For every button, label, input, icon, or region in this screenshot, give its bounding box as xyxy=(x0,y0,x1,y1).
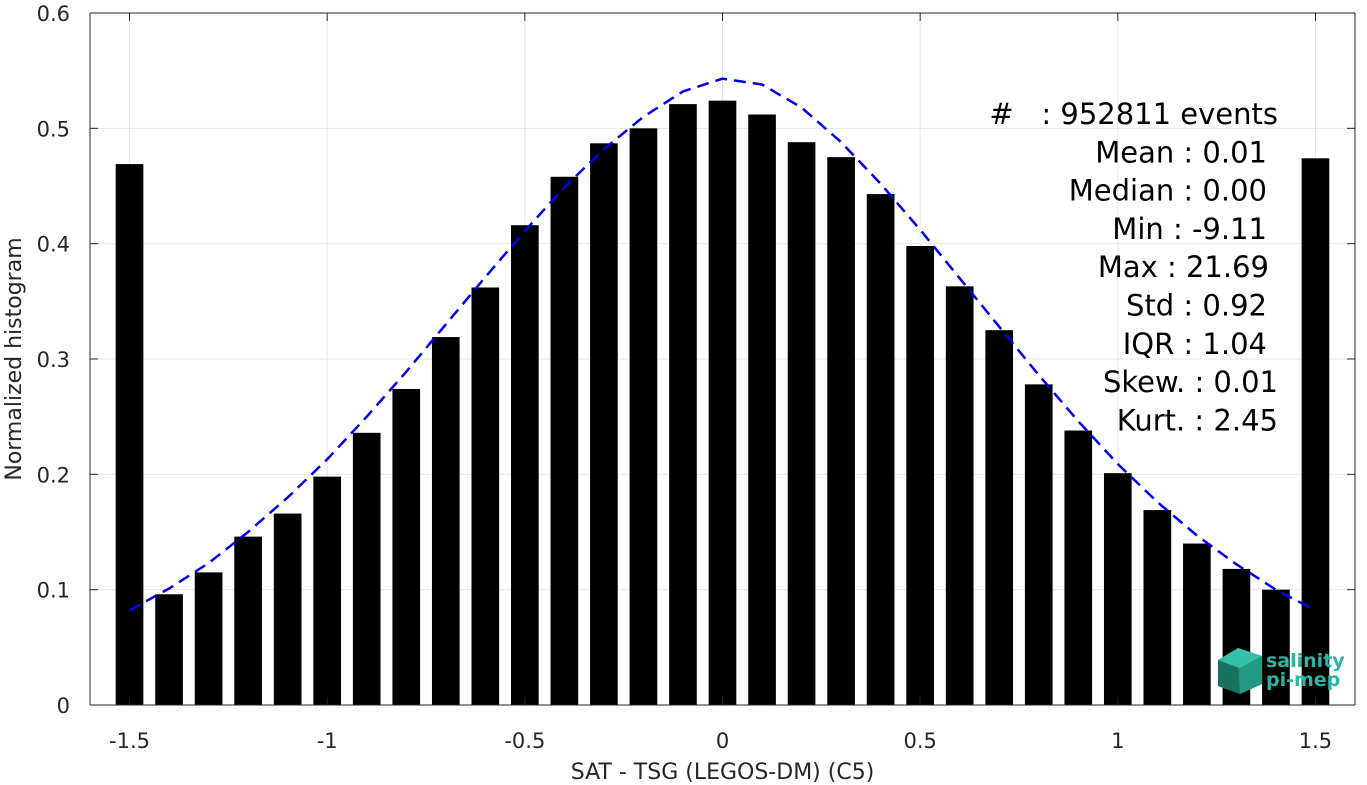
x-axis-label: SAT - TSG (LEGOS-DM) (C5) xyxy=(571,760,875,785)
histogram-bar xyxy=(234,536,262,705)
stats-line: Median : 0.00 xyxy=(1069,174,1267,208)
y-tick-label: 0 xyxy=(57,694,70,718)
logo-line-1: salinity xyxy=(1266,650,1345,672)
stats-annotations: # : 952811 events Mean : 0.01 Median : 0.0… xyxy=(989,97,1278,437)
y-tick-label: 0.4 xyxy=(37,233,70,257)
histogram-bar xyxy=(1183,543,1211,705)
histogram-bar xyxy=(629,128,658,706)
y-tick-label: 0.3 xyxy=(37,348,70,372)
histogram-bar xyxy=(787,142,816,705)
histogram-bar xyxy=(1064,430,1093,705)
x-tick-label: -1 xyxy=(317,729,338,753)
histogram-bar xyxy=(748,114,776,705)
logo-line-2: pi-mep xyxy=(1266,669,1340,691)
y-axis-ticks: 0 0.1 0.2 0.3 0.4 0.5 0.6 xyxy=(37,2,1355,718)
histogram-bar xyxy=(511,225,539,706)
y-axis-label: Normalized histogram xyxy=(2,237,27,480)
stats-line: Mean : 0.01 xyxy=(1095,135,1267,169)
histogram-bar xyxy=(115,164,144,705)
x-tick-label: 1.5 xyxy=(1299,729,1332,753)
y-tick-label: 0.6 xyxy=(37,2,70,26)
stats-line: Min : -9.11 xyxy=(1112,212,1267,246)
histogram-bars xyxy=(115,100,1330,706)
stats-line: IQR : 1.04 xyxy=(1123,327,1267,361)
histogram-bar xyxy=(1103,473,1132,705)
histogram-bar xyxy=(471,287,500,705)
histogram-bar xyxy=(669,104,697,705)
stats-line: # : 952811 events xyxy=(989,97,1278,131)
logo-cube-icon xyxy=(1218,648,1262,694)
stats-line: Std : 0.92 xyxy=(1126,289,1267,323)
histogram-bar xyxy=(590,143,618,705)
histogram-bar xyxy=(194,572,223,705)
x-tick-label: -1.5 xyxy=(109,729,150,753)
stats-line: Skew. : 0.01 xyxy=(1103,365,1278,399)
histogram-bar xyxy=(945,286,974,705)
x-tick-label: 1 xyxy=(1111,729,1124,753)
histogram-bar xyxy=(313,476,342,705)
histogram-bar xyxy=(1143,510,1172,705)
stats-line: Kurt. : 2.45 xyxy=(1117,403,1278,437)
histogram-bar xyxy=(827,157,855,705)
histogram-bar xyxy=(985,330,1014,705)
histogram-bar xyxy=(708,100,737,706)
y-tick-label: 0.1 xyxy=(37,579,70,603)
histogram-bar xyxy=(866,194,895,705)
fit-curve xyxy=(128,77,1317,612)
salinity-pimep-logo: salinity pi-mep xyxy=(1218,648,1345,694)
histogram-bar xyxy=(1262,589,1290,705)
histogram-bar xyxy=(273,513,302,705)
y-tick-label: 0.5 xyxy=(37,117,70,141)
histogram-bar xyxy=(906,245,934,705)
histogram-bar xyxy=(550,176,579,706)
histogram-bar xyxy=(392,388,421,705)
x-axis-ticks: -1.5 -1 -0.5 0 0.5 1 1.5 xyxy=(109,13,1332,753)
histogram-bar xyxy=(431,337,460,705)
stats-line: Max : 21.69 xyxy=(1098,250,1269,284)
x-tick-label: 0 xyxy=(716,729,729,753)
x-tick-label: -0.5 xyxy=(504,729,545,753)
histogram-bar xyxy=(352,432,381,705)
histogram-bar xyxy=(155,594,183,705)
histogram-bar xyxy=(1301,158,1330,705)
histogram-bar xyxy=(1024,384,1053,705)
x-tick-label: 0.5 xyxy=(903,729,936,753)
y-tick-label: 0.2 xyxy=(37,463,70,487)
